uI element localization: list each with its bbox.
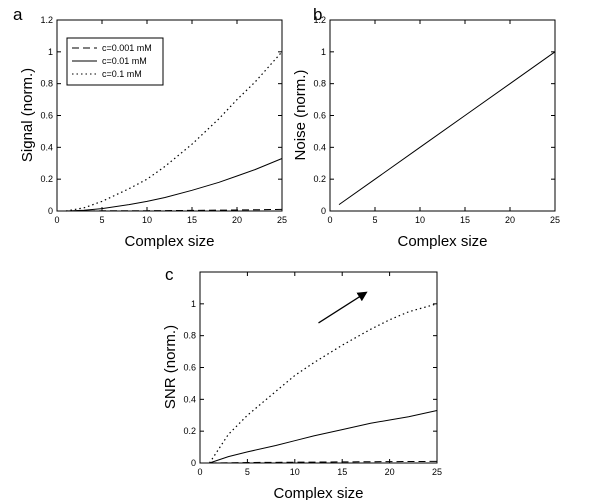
x-axis-title: Complex size (124, 233, 214, 250)
y-axis-title: SNR (norm.) (162, 325, 179, 409)
panel-c: 0 5 10 15 20 25 0 0.2 0.4 0.6 0.8 1 Complex size SNR … (162, 265, 442, 500)
x-tick-label: 20 (232, 215, 242, 225)
x-tick-label: 20 (385, 467, 395, 477)
series-line-solid (338, 51, 556, 206)
y-tick-label: 0.6 (183, 363, 196, 373)
y-tick-label: 0.6 (313, 111, 326, 121)
x-tick-label: 15 (187, 215, 197, 225)
y-axis-title: Signal (norm.) (19, 68, 36, 162)
series-line-dashed (65, 208, 283, 212)
x-tick-label: 0 (197, 467, 202, 477)
x-tick-label: 5 (372, 215, 377, 225)
legend: c=0.001 mM c=0.01 mM c=0.1 mM (66, 37, 164, 86)
y-tick-label: 0.2 (313, 174, 326, 184)
y-tick-label: 0.4 (40, 142, 53, 152)
y-axis-title: Noise (norm.) (292, 70, 309, 161)
y-tick-label: 1.2 (313, 15, 326, 25)
y-tick-label: 0 (321, 206, 326, 216)
x-tick-label: 5 (99, 215, 104, 225)
x-tick-label: 5 (245, 467, 250, 477)
y-tick-label: 0.2 (40, 174, 53, 184)
y-tick-label: 0.4 (183, 394, 196, 404)
panel-b: 0 5 10 15 20 25 0 0.2 0.4 0.6 0.8 1 1.2 Complex size N… (292, 5, 560, 250)
x-tick-label: 10 (290, 467, 300, 477)
y-tick-label: 0.6 (40, 111, 53, 121)
y-tick-label: 0.8 (40, 79, 53, 89)
y-tick-label: 1 (48, 47, 53, 57)
panel-label: b (313, 5, 322, 24)
x-tick-label: 25 (550, 215, 560, 225)
x-tick-label: 0 (54, 215, 59, 225)
x-tick-label: 10 (142, 215, 152, 225)
y-tick-label: 0.2 (183, 426, 196, 436)
legend-entry: c=0.01 mM (102, 56, 147, 66)
series-line-solid (209, 410, 438, 464)
y-tick-label: 1.2 (40, 15, 53, 25)
x-axis-title: Complex size (273, 485, 363, 500)
x-tick-label: 15 (460, 215, 470, 225)
legend-entry: c=0.1 mM (102, 69, 142, 79)
y-tick-label: 1 (191, 299, 196, 309)
x-tick-label: 25 (432, 467, 442, 477)
y-tick-label: 0.8 (313, 79, 326, 89)
x-tick-label: 15 (337, 467, 347, 477)
x-tick-label: 25 (277, 215, 287, 225)
series-line-dashed (209, 460, 438, 464)
y-tick-label: 0 (191, 458, 196, 468)
y-tick-label: 1 (321, 47, 326, 57)
y-tick-label: 0.4 (313, 142, 326, 152)
plot-frame (329, 19, 556, 212)
panel-a: 0 5 10 15 20 25 0 0.2 0.4 0.6 0.8 1 1.2 Complex size S… (13, 5, 287, 250)
x-tick-label: 10 (415, 215, 425, 225)
y-tick-label: 0 (48, 206, 53, 216)
x-axis-title: Complex size (397, 233, 487, 250)
series-line-solid (65, 158, 283, 212)
trend-arrow (318, 291, 368, 324)
legend-entry: c=0.001 mM (102, 43, 152, 53)
panel-label: c (165, 265, 174, 284)
series-line-dotted (208, 303, 438, 464)
x-tick-label: 20 (505, 215, 515, 225)
y-tick-label: 0.8 (183, 331, 196, 341)
x-tick-label: 0 (327, 215, 332, 225)
panel-label: a (13, 5, 23, 24)
series-line-dotted (65, 51, 283, 212)
